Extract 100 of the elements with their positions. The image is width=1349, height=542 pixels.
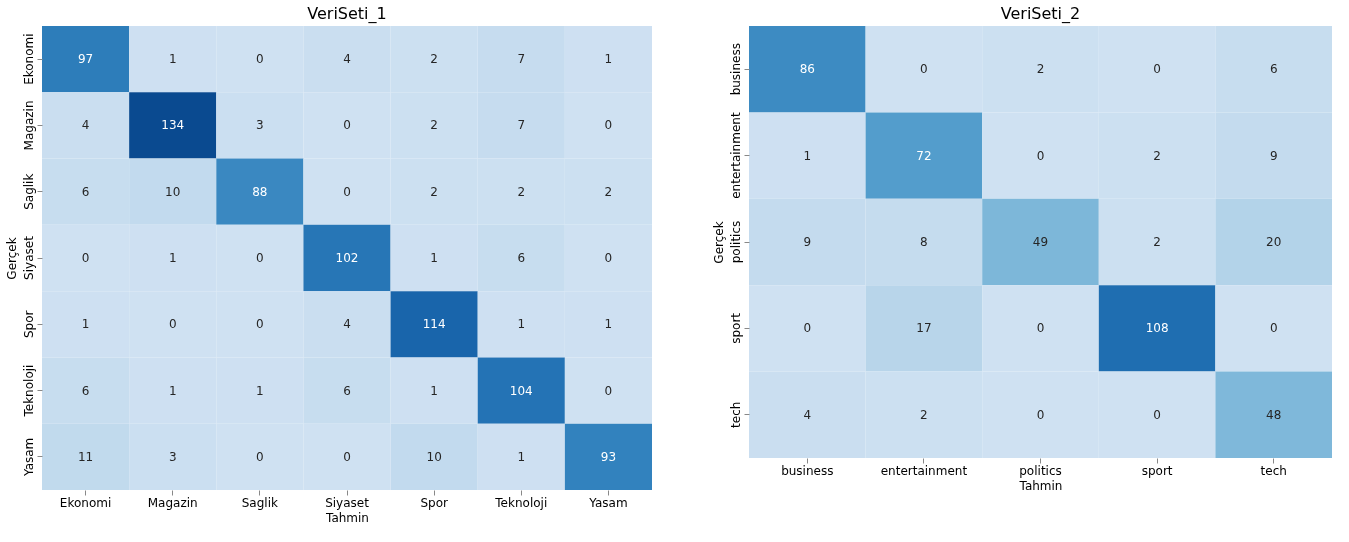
data-label: 0 bbox=[256, 317, 264, 332]
data-label: 1 bbox=[256, 383, 264, 398]
data-label: 4 bbox=[343, 52, 351, 67]
data-label: 108 bbox=[1145, 321, 1169, 336]
data-label: 1 bbox=[168, 251, 177, 265]
data-label: 9 bbox=[1269, 148, 1278, 163]
y-tick-label: Siyaset bbox=[21, 235, 36, 280]
x-tick-label: Siyaset bbox=[325, 495, 370, 510]
data-label: 1 bbox=[803, 148, 812, 163]
data-label: 0 bbox=[81, 251, 90, 265]
x-tick-label: Spor bbox=[420, 495, 448, 510]
data-label: 9 bbox=[803, 235, 812, 249]
data-label: 49 bbox=[1032, 235, 1049, 249]
data-label: 48 bbox=[1266, 407, 1282, 422]
x-tick-label: sport bbox=[1141, 463, 1173, 478]
data-label: 11 bbox=[77, 449, 94, 464]
data-label: 0 bbox=[256, 449, 264, 464]
data-label: 2 bbox=[920, 407, 928, 422]
y-tick-label: Saglik bbox=[21, 173, 36, 210]
data-label: 0 bbox=[343, 184, 351, 199]
y-tick-label: Spor bbox=[21, 310, 36, 339]
data-label: 2 bbox=[1153, 148, 1161, 163]
data-label: 86 bbox=[799, 62, 815, 77]
data-label: 134 bbox=[161, 118, 185, 133]
data-label: 6 bbox=[1269, 62, 1278, 77]
data-label: 0 bbox=[168, 317, 177, 332]
y-tick-label: politics bbox=[728, 220, 743, 264]
data-label: 8 bbox=[920, 235, 928, 249]
x-tick-label: Teknoloji bbox=[494, 495, 548, 510]
data-label: 0 bbox=[1153, 62, 1161, 77]
data-label: 2 bbox=[430, 118, 438, 133]
data-label: 7 bbox=[517, 118, 526, 133]
data-label: 0 bbox=[604, 118, 613, 133]
data-label: 1 bbox=[81, 317, 90, 332]
data-label: 0 bbox=[604, 251, 613, 265]
x-tick-label: tech bbox=[1260, 463, 1287, 478]
y-tick-label: Ekonomi bbox=[21, 33, 36, 85]
y-axis-title: Gerçek bbox=[4, 237, 19, 280]
data-label: 1 bbox=[604, 317, 613, 332]
data-label: 1 bbox=[430, 383, 438, 398]
data-label: 10 bbox=[426, 449, 442, 464]
y-tick-label: Teknoloji bbox=[21, 364, 36, 418]
data-label: 3 bbox=[168, 449, 177, 464]
x-tick-label: Ekonomi bbox=[59, 495, 112, 510]
data-label: 1 bbox=[168, 383, 177, 398]
data-label: 6 bbox=[517, 251, 526, 265]
data-label: 1 bbox=[517, 449, 526, 464]
data-label: 114 bbox=[422, 317, 446, 332]
chart-title: VeriSeti_2 bbox=[1000, 4, 1081, 24]
data-label: 2 bbox=[1153, 235, 1161, 249]
y-axis-title: Gerçek bbox=[711, 221, 726, 264]
y-tick-label: business bbox=[728, 43, 743, 96]
data-label: 0 bbox=[343, 118, 351, 133]
data-label: 4 bbox=[343, 317, 351, 332]
data-label: 0 bbox=[256, 52, 264, 67]
data-label: 72 bbox=[916, 148, 932, 163]
data-label: 3 bbox=[256, 118, 264, 133]
data-label: 0 bbox=[803, 321, 812, 336]
data-label: 4 bbox=[81, 118, 90, 133]
y-tick-label: sport bbox=[728, 312, 743, 344]
data-label: 0 bbox=[1036, 148, 1045, 163]
data-label: 6 bbox=[81, 383, 90, 398]
data-label: 2 bbox=[604, 184, 613, 199]
data-label: 0 bbox=[1036, 321, 1045, 336]
y-tick-label: Magazin bbox=[21, 100, 36, 151]
data-label: 17 bbox=[916, 321, 932, 336]
y-tick-label: tech bbox=[728, 401, 743, 428]
data-label: 88 bbox=[252, 184, 268, 199]
x-tick-label: entertainment bbox=[880, 463, 968, 478]
data-label: 4 bbox=[803, 407, 812, 422]
chart-title: VeriSeti_1 bbox=[307, 4, 387, 24]
x-tick-label: Yasam bbox=[588, 495, 628, 510]
x-tick-label: politics bbox=[1019, 463, 1062, 478]
data-label: 7 bbox=[517, 52, 526, 67]
data-label: 0 bbox=[256, 251, 264, 265]
y-tick-label: entertainment bbox=[728, 112, 743, 199]
data-label: 102 bbox=[335, 251, 359, 265]
data-label: 6 bbox=[81, 184, 90, 199]
data-label: 2 bbox=[430, 52, 438, 67]
data-label: 0 bbox=[1153, 407, 1161, 422]
data-label: 104 bbox=[509, 383, 533, 398]
data-label: 1 bbox=[604, 52, 613, 67]
data-label: 0 bbox=[1269, 321, 1278, 336]
x-tick-label: business bbox=[781, 463, 834, 478]
data-label: 2 bbox=[517, 184, 526, 199]
data-label: 0 bbox=[920, 62, 928, 77]
data-label: 1 bbox=[168, 52, 177, 67]
data-label: 2 bbox=[430, 184, 438, 199]
data-label: 97 bbox=[77, 52, 94, 67]
data-label: 2 bbox=[1036, 62, 1045, 77]
x-axis-title: Tahmin bbox=[1018, 478, 1063, 493]
data-label: 0 bbox=[604, 383, 613, 398]
data-label: 20 bbox=[1266, 235, 1282, 249]
x-axis-title: Tahmin bbox=[325, 510, 369, 525]
x-tick-label: Magazin bbox=[147, 495, 198, 510]
data-label: 1 bbox=[430, 251, 438, 265]
data-label: 0 bbox=[1036, 407, 1045, 422]
data-label: 0 bbox=[343, 449, 351, 464]
data-label: 1 bbox=[517, 317, 526, 332]
x-tick-label: Saglik bbox=[241, 495, 278, 510]
